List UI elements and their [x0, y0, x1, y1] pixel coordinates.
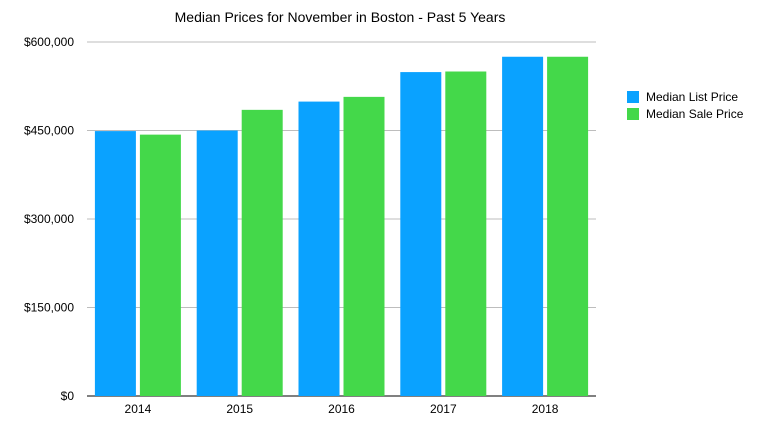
x-axis-tick-labels: 2014 2015 2016 2017 2018 — [125, 402, 559, 416]
bar-list-price-2016 — [298, 101, 340, 396]
x-tick-label: 2018 — [532, 402, 559, 416]
legend-label-list-price: Median List Price — [646, 89, 739, 104]
legend-swatch-sale-price — [627, 107, 639, 120]
y-tick-label: $450,000 — [24, 124, 74, 138]
legend-item-sale-price: Median Sale Price — [627, 105, 743, 122]
bar-list-price-2018 — [502, 56, 544, 396]
x-tick-label: 2016 — [328, 402, 355, 416]
bar-sale-price-2015 — [241, 109, 283, 396]
x-tick-label: 2015 — [226, 402, 253, 416]
legend-item-list-price: Median List Price — [627, 88, 743, 105]
y-tick-label: $300,000 — [24, 212, 74, 226]
y-tick-label: $600,000 — [24, 35, 74, 49]
bar-list-price-2014 — [94, 131, 136, 396]
bar-sale-price-2014 — [139, 134, 181, 396]
legend: Median List Price Median Sale Price — [627, 88, 743, 122]
y-axis-tick-labels: $0 $150,000 $300,000 $450,000 $600,000 — [24, 35, 74, 403]
bar-list-price-2015 — [196, 130, 238, 396]
bar-sale-price-2017 — [445, 71, 487, 396]
bars — [94, 56, 589, 397]
chart-title: Median Prices for November in Boston - P… — [174, 9, 506, 25]
legend-swatch-list-price — [627, 90, 639, 103]
y-tick-label: $0 — [61, 389, 75, 403]
x-tick-label: 2014 — [125, 402, 152, 416]
x-tick-label: 2017 — [430, 402, 457, 416]
bar-sale-price-2018 — [547, 56, 589, 396]
y-tick-label: $150,000 — [24, 301, 74, 315]
bar-sale-price-2016 — [343, 96, 385, 397]
legend-label-sale-price: Median Sale Price — [646, 106, 744, 121]
bar-list-price-2017 — [400, 72, 442, 396]
